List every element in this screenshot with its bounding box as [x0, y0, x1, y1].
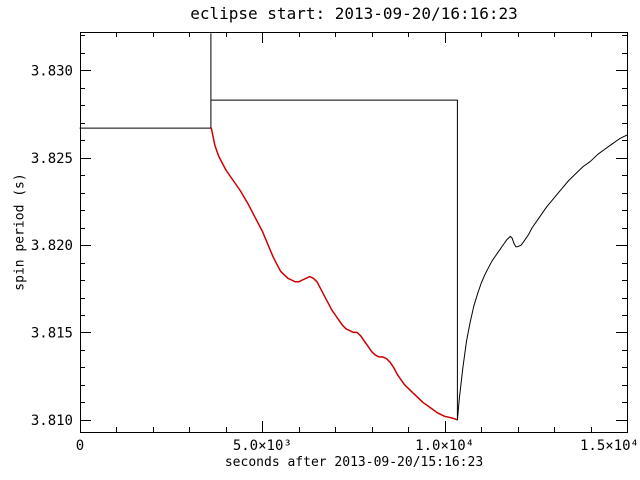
y-tick-label: 3.810: [31, 413, 73, 429]
tick-labels: 0 5.0×10³ 1.0×10⁴ 1.5×10⁴ 3.810 3.815 3.820 3.8…: [31, 63, 639, 454]
series-eclipse-spin-change: [210, 127, 459, 421]
x-axis-label: seconds after 2013-09-20/15:16:23: [224, 455, 484, 470]
y-tick-label: 3.830: [31, 63, 73, 79]
y-tick-label: 3.815: [31, 325, 73, 341]
series-post-eclipse-recovery: [456, 134, 628, 421]
x-tick-label: 0: [76, 438, 84, 454]
axes: [80, 32, 628, 433]
x-tick-label: 1.0×10⁴: [415, 438, 474, 454]
plot-frame: [80, 32, 628, 433]
y-tick-label: 3.825: [31, 151, 73, 167]
series-period-step-model: [79, 33, 458, 421]
y-tick-label: 3.820: [31, 238, 73, 254]
x-tick-label: 5.0×10³: [233, 438, 292, 454]
y-axis-label: spin period (s): [12, 173, 28, 291]
x-tick-label: 1.5×10⁴: [580, 438, 639, 454]
chart-title: eclipse start: 2013-09-20/16:16:23: [190, 4, 518, 23]
